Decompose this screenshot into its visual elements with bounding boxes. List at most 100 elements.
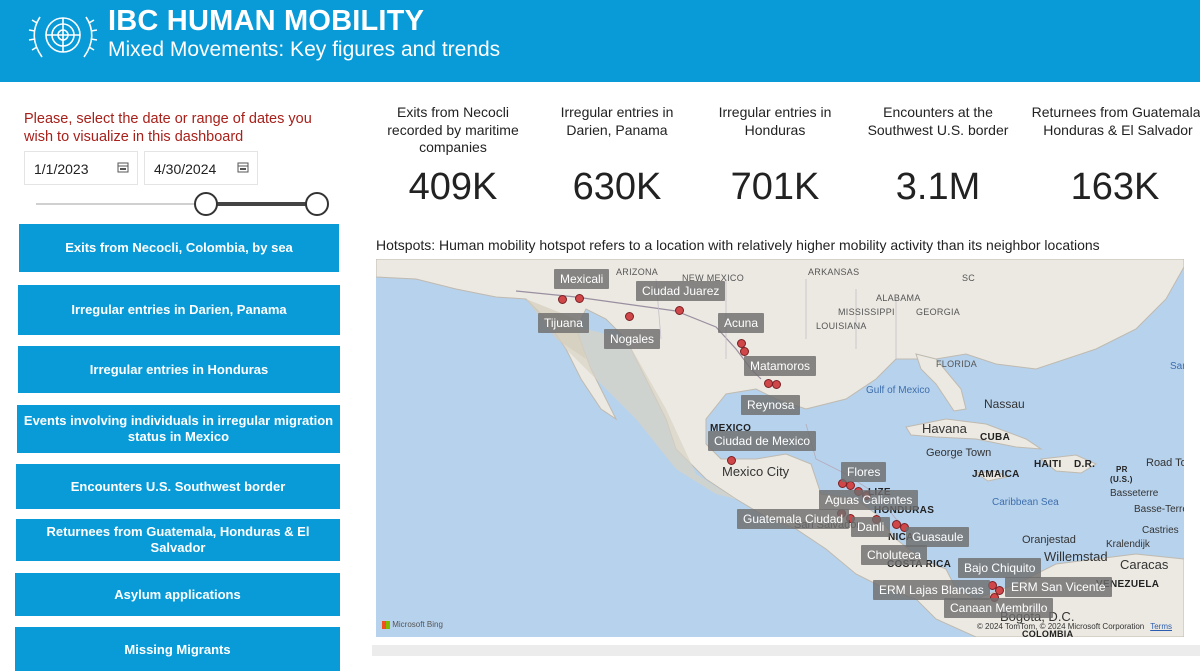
- place-label: Oranjestad: [1022, 534, 1076, 546]
- kpi-value: 163K: [1070, 166, 1160, 208]
- app-subtitle: Mixed Movements: Key figures and trends: [108, 38, 501, 61]
- place-label: LOUISIANA: [816, 321, 867, 331]
- place-label: ALABAMA: [876, 293, 921, 303]
- place-label: MEXICO: [710, 423, 752, 434]
- microsoft-logo-icon: [382, 620, 390, 629]
- hotspot-marker[interactable]: [575, 294, 584, 303]
- kpi-value: 3.1M: [895, 166, 981, 208]
- hotspot-label-ciudad-juarez[interactable]: Ciudad Juarez: [636, 281, 726, 301]
- bing-logo: Microsoft Bing: [382, 620, 443, 629]
- hotspot-label-mexicali[interactable]: Mexicali: [554, 269, 610, 289]
- terms-link[interactable]: Terms: [1150, 622, 1172, 631]
- place-label: GEORGIA: [916, 307, 961, 317]
- hotspot-marker[interactable]: [995, 586, 1004, 595]
- place-label: NICA: [888, 532, 914, 543]
- nav-button-honduras[interactable]: Irregular entries in Honduras: [18, 346, 340, 393]
- hotspot-label-nogales[interactable]: Nogales: [604, 329, 661, 349]
- kpi-card-us-border: Encounters at the Southwest U.S. border …: [862, 104, 1014, 209]
- nav-button-necocli[interactable]: Exits from Necocli, Colombia, by sea: [19, 224, 339, 272]
- nav-button-mexico-events[interactable]: Events involving individuals in irregula…: [17, 405, 340, 453]
- date-range-slider-fill: [206, 202, 318, 206]
- kpi-label: Irregular entries in Honduras: [718, 104, 832, 138]
- hotspot-label-choluteca[interactable]: Choluteca: [861, 545, 928, 565]
- date-range-slider[interactable]: [36, 203, 318, 205]
- place-label: ARKANSAS: [808, 267, 860, 277]
- place-label: HAITI: [1034, 459, 1062, 470]
- kpi-label: Returnees from Guatemala, Honduras & El …: [1031, 104, 1200, 138]
- end-date-value: 4/30/2024: [154, 161, 217, 177]
- place-label: Willemstad: [1044, 549, 1108, 564]
- place-label: JAMAICA: [972, 469, 1020, 480]
- place-label: Gulf of Mexico: [866, 385, 930, 396]
- kpi-label: Irregular entries in Darien, Panama: [560, 104, 674, 138]
- hotspot-label-matamoros[interactable]: Matamoros: [744, 356, 817, 376]
- place-label: Mexico City: [722, 464, 790, 479]
- place-label: VENEZUELA: [1096, 579, 1160, 590]
- hotspot-map[interactable]: ARIZONA NEW MEXICO ARKANSAS SC ALABAMA M…: [376, 259, 1184, 637]
- hotspot-marker[interactable]: [558, 295, 567, 304]
- hotspot-label-flores[interactable]: Flores: [841, 462, 887, 482]
- map-credits: © 2024 TomTom, © 2024 Microsoft Corporat…: [977, 622, 1172, 631]
- hotspot-label-guatemala-ciudad[interactable]: Guatemala Ciudad: [737, 509, 850, 529]
- hotspot-label-acuna[interactable]: Acuna: [718, 313, 765, 333]
- hotspot-label-ciudad-de-mexico[interactable]: Ciudad de Mexico: [708, 431, 817, 451]
- place-label: Caribbean Sea: [992, 497, 1059, 508]
- nav-button-returnees[interactable]: Returnees from Guatemala, Honduras & El …: [16, 519, 340, 561]
- hotspot-label-guasaule[interactable]: Guasaule: [906, 527, 970, 547]
- place-label: (U.S.): [1110, 475, 1133, 484]
- place-label: Havana: [922, 421, 967, 436]
- kpi-card-necocli: Exits from Necocli recorded by maritime …: [378, 104, 528, 209]
- hotspot-marker[interactable]: [740, 347, 749, 356]
- place-label: Nassau: [984, 397, 1025, 411]
- kpi-card-returnees: Returnees from Guatemala, Honduras & El …: [1030, 104, 1200, 209]
- hotspot-marker[interactable]: [675, 306, 684, 315]
- place-label: COLOMBIA: [1022, 629, 1074, 637]
- hotspot-label-reynosa[interactable]: Reynosa: [741, 395, 801, 415]
- hotspot-label-aguas-calientes[interactable]: Aguas Calientes: [819, 490, 919, 510]
- place-label: HONDURAS: [874, 505, 935, 516]
- hotspot-label-canaan-membrillo[interactable]: Canaan Membrillo: [944, 598, 1054, 618]
- slider-start-handle[interactable]: [194, 192, 218, 216]
- hotspot-label-tijuana[interactable]: Tijuana: [538, 313, 589, 333]
- place-label: Castries: [1142, 525, 1179, 536]
- kpi-label: Encounters at the Southwest U.S. border: [867, 104, 1009, 138]
- hotspot-marker[interactable]: [772, 380, 781, 389]
- nav-button-darien[interactable]: Irregular entries in Darien, Panama: [18, 285, 340, 335]
- hotspot-label-danli[interactable]: Danli: [851, 517, 891, 537]
- un-emblem-icon: [28, 16, 98, 58]
- hotspot-marker[interactable]: [727, 456, 736, 465]
- kpi-card-honduras: Irregular entries in Honduras 701K: [700, 104, 850, 209]
- place-label: Caracas: [1120, 557, 1169, 572]
- hotspot-label-erm-san-vicente[interactable]: ERM San Vicente: [1005, 577, 1112, 597]
- place-label: Kralendijk: [1106, 539, 1150, 550]
- place-label: CUBA: [980, 432, 1011, 443]
- nav-button-us-border[interactable]: Encounters U.S. Southwest border: [16, 464, 340, 509]
- end-date-input[interactable]: 4/30/2024: [144, 151, 258, 185]
- nav-button-missing-migrants[interactable]: Missing Migrants: [15, 627, 340, 671]
- place-label: MISSISSIPPI: [838, 307, 895, 317]
- place-label: FLORIDA: [936, 359, 978, 369]
- hotspot-marker[interactable]: [625, 312, 634, 321]
- hotspot-label-erm-lajas-blancas[interactable]: ERM Lajas Blancas: [873, 580, 990, 600]
- place-label: D.R.: [1074, 459, 1096, 470]
- place-label: SC: [962, 273, 976, 283]
- slider-end-handle[interactable]: [305, 192, 329, 216]
- kpi-value: 701K: [730, 166, 820, 208]
- place-label: NEW MEXICO: [682, 273, 745, 283]
- hotspots-title: Hotspots: Human mobility hotspot refers …: [376, 237, 1100, 253]
- hotspot-label-bajo-chiquito[interactable]: Bajo Chiquito: [958, 558, 1042, 578]
- calendar-icon[interactable]: [237, 161, 249, 173]
- calendar-icon[interactable]: [117, 161, 129, 173]
- kpi-value: 409K: [408, 166, 498, 208]
- start-date-input[interactable]: 1/1/2023: [24, 151, 138, 185]
- place-label: ARIZONA: [616, 267, 659, 277]
- bing-label: Microsoft Bing: [392, 620, 443, 629]
- start-date-value: 1/1/2023: [34, 161, 89, 177]
- bottom-scroll-area: [372, 645, 1200, 656]
- place-label: Basse-Terre: [1134, 504, 1184, 515]
- nav-button-asylum[interactable]: Asylum applications: [15, 573, 340, 616]
- place-label: George Town: [926, 447, 992, 459]
- copyright-text: © 2024 TomTom, © 2024 Microsoft Corporat…: [976, 622, 1145, 631]
- date-filter-prompt: Please, select the date or range of date…: [24, 111, 312, 145]
- header-bar: IBC HUMAN MOBILITY Mixed Movements: Key …: [0, 0, 1200, 82]
